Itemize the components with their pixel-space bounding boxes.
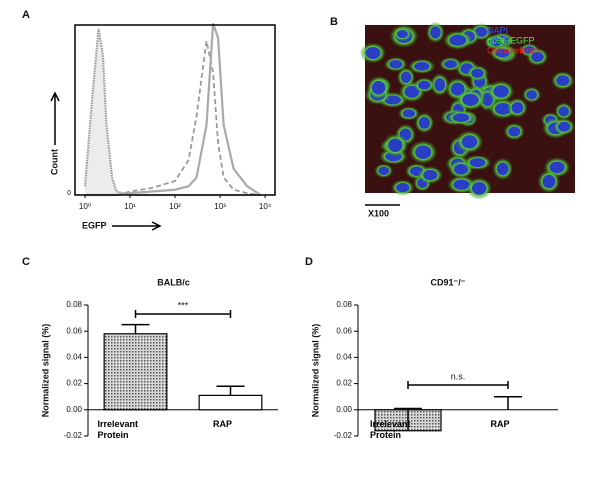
y-tick-label: 0.06 xyxy=(336,326,352,335)
x-tick-label: Irrelevant Protein xyxy=(370,419,411,440)
arrow xyxy=(112,221,162,231)
cell xyxy=(551,71,575,91)
x-axis-label: EGFP xyxy=(82,220,107,230)
y-tick-label: 0.00 xyxy=(336,405,352,414)
x-tick-label: 10⁰ xyxy=(79,202,91,211)
significance-bracket xyxy=(134,310,232,318)
cell xyxy=(417,166,443,185)
cell xyxy=(384,56,408,72)
scale-label: X100 xyxy=(368,208,389,218)
significance-bracket xyxy=(407,381,509,389)
cell xyxy=(553,118,576,136)
x-tick-label: 10¹ xyxy=(124,202,136,211)
x-tick-label: 10⁴ xyxy=(259,202,272,211)
cell xyxy=(382,133,408,158)
cell xyxy=(466,177,493,200)
y-axis-label: Normalized signal (%) xyxy=(310,324,320,418)
y-tick-label: 0.08 xyxy=(66,300,82,309)
y-tick-label: 0.06 xyxy=(66,326,82,335)
cell xyxy=(466,65,489,82)
cell xyxy=(446,110,476,126)
cell xyxy=(537,169,561,194)
x-tick-label: 10³ xyxy=(214,202,226,211)
error-bar xyxy=(121,323,150,334)
cell xyxy=(439,57,462,72)
histogram-area xyxy=(84,28,261,195)
panel-label: C xyxy=(22,256,30,268)
histogram-line xyxy=(84,23,262,197)
legend-entry: Cytoskeleton xyxy=(487,45,539,55)
cell xyxy=(408,58,436,75)
cell xyxy=(492,157,514,181)
x-tick-label: Irrelevant Protein xyxy=(97,419,139,440)
panel-label: A xyxy=(22,9,30,21)
cell xyxy=(503,122,525,141)
cell xyxy=(374,163,394,179)
bar xyxy=(198,394,263,411)
cell xyxy=(391,179,415,196)
cell xyxy=(366,75,391,100)
annotation: n.s. xyxy=(451,371,466,381)
cell xyxy=(526,47,549,66)
y-tick-label: -0.02 xyxy=(334,431,353,440)
y-tick-label: 0 xyxy=(67,190,71,197)
y-tick-label: 0.00 xyxy=(66,405,82,414)
cell xyxy=(442,30,473,50)
y-tick-label: 0.04 xyxy=(66,353,82,362)
y-tick-label: -0.02 xyxy=(64,431,83,440)
x-tick-label: Irrelevant Protein xyxy=(370,419,411,440)
bar xyxy=(103,333,168,411)
x-tick-label: Irrelevant Protein xyxy=(97,419,139,440)
x-tick-label: RAP xyxy=(212,419,232,429)
y-tick-label: 0.08 xyxy=(336,300,352,309)
cell xyxy=(392,26,412,42)
cell xyxy=(414,112,435,134)
error-bar xyxy=(216,385,245,396)
cell xyxy=(413,77,436,93)
error-bar xyxy=(394,407,422,431)
cell xyxy=(396,67,416,88)
legend-entry: gp96-EGFP xyxy=(487,35,535,45)
cell xyxy=(489,45,516,61)
error-bar xyxy=(494,395,522,410)
x-tick-label: RAP xyxy=(490,419,510,429)
cell xyxy=(426,21,445,44)
x-tick-label: RAP xyxy=(212,419,232,429)
cell xyxy=(522,86,542,103)
annotation: *** xyxy=(178,300,189,310)
cell xyxy=(554,102,573,121)
cell xyxy=(455,130,484,154)
cell xyxy=(430,73,450,97)
panel-label: D xyxy=(305,256,313,268)
y-tick-label: 0.02 xyxy=(66,379,82,388)
arrow xyxy=(50,91,60,145)
cell xyxy=(397,106,420,121)
cell xyxy=(487,80,515,103)
cell xyxy=(409,140,438,165)
cell xyxy=(463,154,492,171)
cell xyxy=(359,42,387,64)
legend-entry: DAPI xyxy=(487,25,508,35)
y-tick-label: 0.04 xyxy=(336,353,352,362)
chart-title: CD91⁻/⁻ xyxy=(430,277,465,287)
y-tick-label: 0.02 xyxy=(336,379,352,388)
cell xyxy=(456,89,485,111)
micrograph xyxy=(359,21,576,200)
y-axis-label: Count xyxy=(49,149,59,175)
x-tick-label: 10² xyxy=(169,202,181,211)
y-axis-label: Normalized signal (%) xyxy=(40,324,50,418)
cell xyxy=(507,97,528,118)
chart-title: BALB/c xyxy=(157,277,190,287)
panel-label: B xyxy=(330,16,338,28)
x-tick-label: RAP xyxy=(490,419,510,429)
